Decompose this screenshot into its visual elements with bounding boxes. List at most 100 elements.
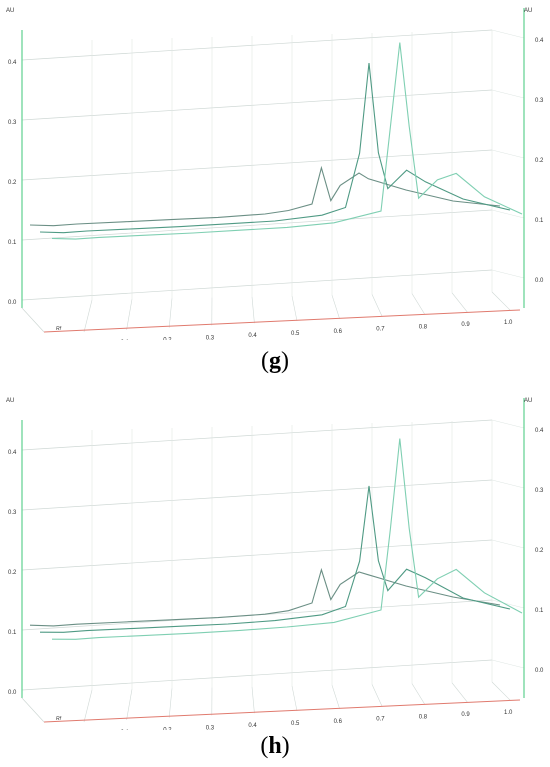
- x-tick-0-8: 0.8: [419, 324, 428, 330]
- series-line-0-0: [29, 165, 501, 227]
- x-axis-1: [43, 699, 521, 723]
- grid-h-0-3: [21, 89, 493, 121]
- floor-grid-1-7: [371, 684, 383, 707]
- x-tick-0-5: 0.5: [291, 331, 300, 337]
- y-tick-left-0-1: 0.1: [8, 240, 17, 246]
- y-tick-left-0-0: 0.0: [8, 300, 17, 306]
- floor-grid-0-6: [331, 295, 340, 319]
- grid-h-0-2: [21, 149, 493, 181]
- x-tick-0-6: 0.6: [334, 329, 343, 335]
- caption-g: (g): [261, 348, 289, 374]
- x-tick-0-10: 1.0: [504, 320, 513, 326]
- x-tick-1-10: 1.0: [504, 710, 513, 716]
- chart-panel-h: 0.00.00.10.10.20.20.30.30.40.40.00.10.20…: [0, 390, 550, 730]
- y-tick-left-1-2: 0.2: [8, 570, 17, 576]
- y-tick-right-1-2: 0.2: [535, 548, 544, 554]
- grid-h-0-1: [21, 209, 493, 241]
- floor-grid-1-6: [331, 685, 340, 709]
- x-tick-0-3: 0.3: [206, 335, 215, 340]
- x-tick-1-2: 0.2: [163, 728, 172, 730]
- y-tick-left-0-4: 0.4: [8, 60, 17, 66]
- series-line-1-0: [29, 567, 501, 627]
- x-tick-1-5: 0.5: [291, 721, 300, 727]
- chart-g: 0.00.00.10.10.20.20.30.30.40.40.00.10.20…: [6, 8, 544, 340]
- series-line-1-2: [51, 438, 523, 640]
- y-tick-left-1-4: 0.4: [8, 450, 17, 456]
- caption-h: (h): [260, 733, 290, 759]
- floor-grid-1-2: [168, 688, 173, 718]
- grid-side-1-0: [491, 659, 525, 669]
- y-tick-left-1-1: 0.1: [8, 630, 17, 636]
- y-tick-left-0-3: 0.3: [8, 120, 17, 126]
- x-tick-1-3: 0.3: [206, 725, 215, 730]
- floor-grid-0-9: [451, 292, 468, 313]
- floor-grid-0-7: [371, 294, 383, 317]
- grid-side-0-4: [491, 29, 525, 39]
- floor-grid-1-1: [126, 689, 133, 720]
- x-tick-1-7: 0.7: [376, 717, 385, 723]
- floor-grid-0-1: [126, 299, 133, 330]
- floor-grid-0-10: [491, 291, 511, 311]
- grid-side-0-0: [491, 269, 525, 279]
- y-tick-right-1-1: 0.1: [535, 608, 544, 614]
- floor-grid-0-8: [411, 293, 426, 315]
- x-tick-1-9: 0.9: [461, 712, 470, 718]
- grid-side-1-2: [491, 539, 525, 549]
- floor-grid-1-10: [491, 681, 511, 701]
- x-tick-0-2: 0.2: [163, 338, 172, 340]
- floor-left-edge-1: [21, 697, 45, 723]
- floor-grid-1-8: [411, 683, 426, 705]
- y-tick-right-1-0: 0.0: [535, 668, 544, 674]
- floor-grid-0-4: [251, 296, 255, 324]
- caption-g-letter: g: [269, 348, 281, 374]
- x-tick-1-4: 0.4: [248, 723, 257, 729]
- y-tick-left-1-0: 0.0: [8, 690, 17, 696]
- x-axis-0: [43, 309, 521, 333]
- grid-h-1-2: [21, 539, 493, 571]
- grid-side-0-2: [491, 149, 525, 159]
- x-tick-1-8: 0.8: [419, 714, 428, 720]
- floor-grid-1-5: [291, 685, 298, 712]
- series-line-0-2: [51, 42, 523, 240]
- floor-grid-1-9: [451, 682, 468, 703]
- y-unit-left-1: AU: [6, 398, 14, 404]
- y-tick-left-0-2: 0.2: [8, 180, 17, 186]
- y-unit-left-0: AU: [6, 8, 14, 14]
- caption-h-letter: h: [268, 733, 282, 759]
- grid-h-1-0: [21, 659, 493, 691]
- y-tick-right-0-2: 0.2: [535, 158, 544, 164]
- grid-h-1-4: [21, 419, 493, 451]
- chart-panel-g: 0.00.00.10.10.20.20.30.30.40.40.00.10.20…: [0, 0, 550, 340]
- grid-h-0-4: [21, 29, 493, 61]
- y-unit-right-1: AU: [524, 398, 532, 404]
- y-tick-left-1-3: 0.3: [8, 510, 17, 516]
- grid-side-1-4: [491, 419, 525, 429]
- y-tick-right-0-3: 0.3: [535, 98, 544, 104]
- grid-side-1-1: [491, 599, 525, 609]
- floor-grid-0-0: [83, 299, 93, 333]
- floor-left-edge-0: [21, 307, 45, 333]
- grid-h-1-3: [21, 479, 493, 511]
- y-tick-right-0-4: 0.4: [535, 38, 544, 44]
- y-tick-right-1-3: 0.3: [535, 488, 544, 494]
- series-line-0-1: [39, 62, 511, 234]
- y-tick-right-0-0: 0.0: [535, 278, 544, 284]
- floor-grid-1-4: [251, 686, 255, 714]
- x-tick-0-4: 0.4: [248, 333, 257, 339]
- y-unit-right-0: AU: [524, 8, 532, 14]
- x-tick-1-6: 0.6: [334, 719, 343, 725]
- x-axis-label-0: Rf: [56, 326, 62, 332]
- y-tick-right-1-4: 0.4: [535, 428, 544, 434]
- floor-grid-1-0: [83, 689, 93, 723]
- series-line-1-1: [39, 485, 511, 633]
- grid-h-0-0: [21, 269, 493, 301]
- chart-h: 0.00.00.10.10.20.20.30.30.40.40.00.10.20…: [6, 398, 544, 730]
- x-axis-label-1: Rf: [56, 716, 62, 722]
- x-tick-0-9: 0.9: [461, 322, 470, 328]
- grid-side-1-3: [491, 479, 525, 489]
- grid-side-0-1: [491, 209, 525, 219]
- grid-side-0-3: [491, 89, 525, 99]
- floor-grid-0-5: [291, 295, 298, 322]
- y-tick-right-0-1: 0.1: [535, 218, 544, 224]
- x-tick-0-7: 0.7: [376, 327, 385, 333]
